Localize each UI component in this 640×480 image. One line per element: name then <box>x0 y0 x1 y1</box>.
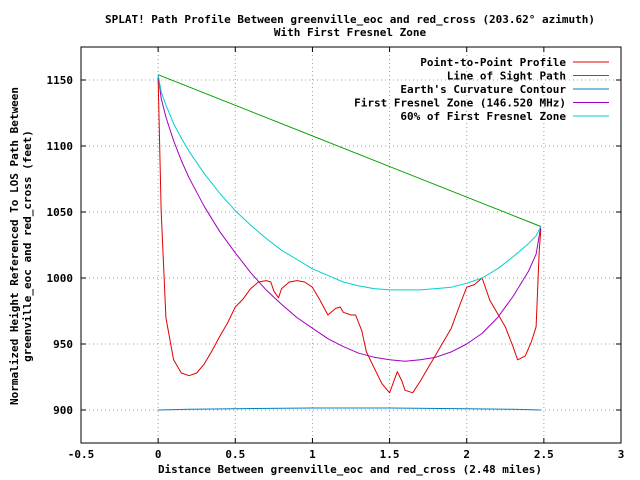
x-tick-label: 2.5 <box>534 448 554 461</box>
legend-label: Earth's Curvature Contour <box>400 83 566 96</box>
chart-subtitle: With First Fresnel Zone <box>274 26 427 39</box>
series-line-3 <box>158 407 541 411</box>
y-tick-label: 900 <box>53 404 73 417</box>
x-axis-label: Distance Between greenville_eoc and red_… <box>158 463 542 476</box>
series-line-5 <box>157 74 542 291</box>
y-axis-label-line-1: Normalized Height Referenced To LOS Path… <box>8 87 21 405</box>
x-tick-label: 1 <box>309 448 316 461</box>
legend-label: 60% of First Fresnel Zone <box>400 110 566 123</box>
y-tick-label: 1050 <box>47 206 74 219</box>
x-tick-label: 1.5 <box>380 448 400 461</box>
legend-label: Line of Sight Path <box>447 70 566 83</box>
series-line-2 <box>157 74 541 227</box>
x-tick-label: -0.5 <box>68 448 95 461</box>
data-series <box>157 74 542 411</box>
plot-area-frame <box>80 46 622 444</box>
y-tick-label: 1000 <box>47 272 74 285</box>
x-tick-label: 0.5 <box>225 448 245 461</box>
x-tick-label: 0 <box>155 448 162 461</box>
y-tick-label: 1100 <box>47 140 74 153</box>
series-line-4 <box>157 74 542 362</box>
y-axis-label-line-2: greenville_eoc and red_cross (feet) <box>21 130 34 362</box>
x-tick-label: 3 <box>618 448 625 461</box>
x-tick-label: 2 <box>463 448 470 461</box>
chart-title: SPLAT! Path Profile Between greenville_e… <box>105 13 595 26</box>
legend-label: First Fresnel Zone (146.520 MHz) <box>354 97 566 110</box>
y-tick-label: 1150 <box>47 74 74 87</box>
y-tick-label: 950 <box>53 338 73 351</box>
legend-label: Point-to-Point Profile <box>420 56 566 69</box>
series-line-1 <box>157 77 542 394</box>
